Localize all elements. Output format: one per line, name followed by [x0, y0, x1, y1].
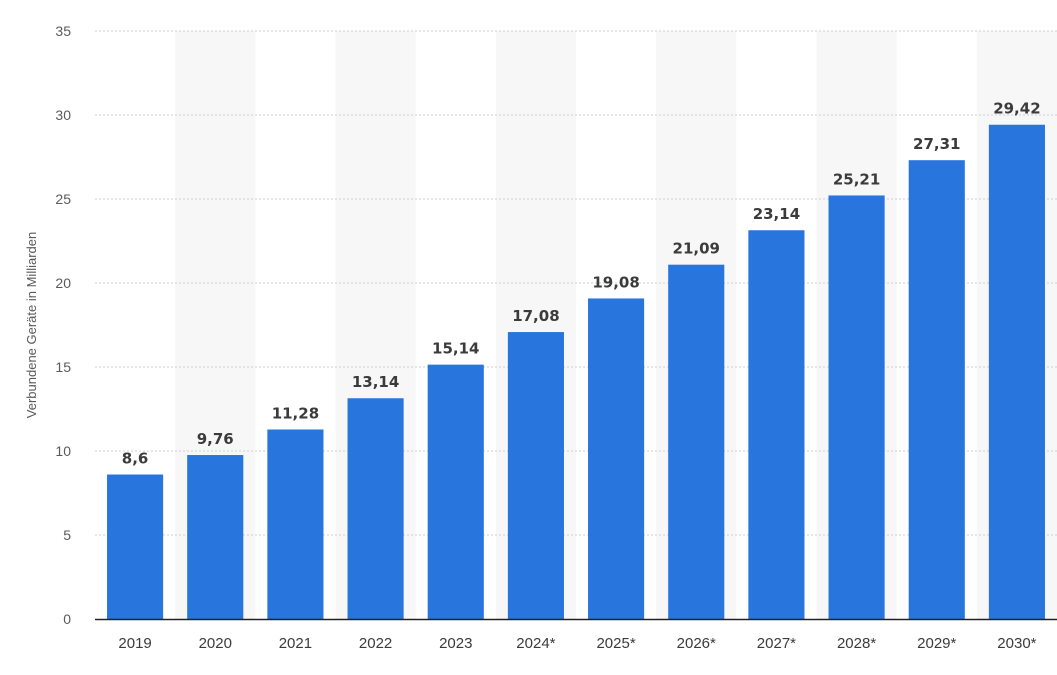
value-label: 25,21: [833, 170, 880, 188]
value-label: 29,42: [993, 100, 1040, 118]
y-tick-label: 30: [55, 107, 71, 123]
bar-2030: [988, 124, 1045, 619]
x-tick-label: 2020: [199, 635, 232, 652]
value-label: 13,14: [352, 373, 399, 391]
value-labels: 8,6 9,76 11,28 13,14 15,14 17,08 19,08 21,09 23,…: [122, 100, 1041, 468]
x-tick-label: 2024*: [516, 635, 555, 652]
bar-2028: [828, 195, 885, 620]
x-tick-label: 2028*: [837, 635, 876, 652]
bar-2027: [748, 230, 805, 620]
x-tick-label: 2022: [359, 635, 392, 652]
y-tick-label: 10: [55, 443, 71, 459]
bar-2020: [187, 455, 244, 619]
bar-2026: [668, 264, 725, 619]
x-tick-label: 2021: [279, 635, 312, 652]
bar-2024: [507, 332, 564, 619]
bar-2019: [107, 474, 164, 619]
y-axis-title: Verbundene Geräte in Milliarden: [24, 232, 39, 418]
x-tick-label: 2027*: [757, 635, 796, 652]
y-tick-label: 35: [55, 23, 71, 39]
value-label: 23,14: [753, 205, 800, 223]
y-tick-label: 15: [55, 359, 71, 375]
y-tick-label: 20: [55, 275, 71, 291]
x-tick-label: 2019: [118, 635, 151, 652]
value-label: 21,09: [673, 240, 720, 258]
x-tick-label: 2023: [439, 635, 472, 652]
y-tick-label: 25: [55, 191, 71, 207]
bar-2022: [347, 398, 404, 619]
value-label: 27,31: [913, 135, 960, 153]
bar-2029: [908, 160, 965, 619]
bar-2021: [267, 429, 324, 619]
value-label: 11,28: [272, 404, 319, 422]
x-tick-label: 2025*: [596, 635, 635, 652]
x-axis-ticks: 2019 2020 2021 2022 2023 2024* 2025* 2026* 2027*…: [118, 635, 1036, 652]
bar-2025: [588, 298, 645, 619]
value-label: 9,76: [197, 430, 234, 448]
y-tick-label: 0: [63, 611, 71, 627]
x-tick-label: 2026*: [677, 635, 716, 652]
y-axis-ticks: 0 5 10 15 20 25 30 35: [55, 23, 71, 627]
y-tick-label: 5: [63, 527, 71, 543]
bars: [107, 124, 1045, 620]
y-gridlines: [95, 30, 1057, 536]
x-tick-label: 2030*: [997, 635, 1036, 652]
value-label: 17,08: [512, 307, 559, 325]
bar-2023: [427, 364, 484, 619]
value-label: 15,14: [432, 340, 479, 358]
x-tick-label: 2029*: [917, 635, 956, 652]
value-label: 19,08: [592, 273, 639, 291]
value-label: 8,6: [122, 450, 149, 468]
